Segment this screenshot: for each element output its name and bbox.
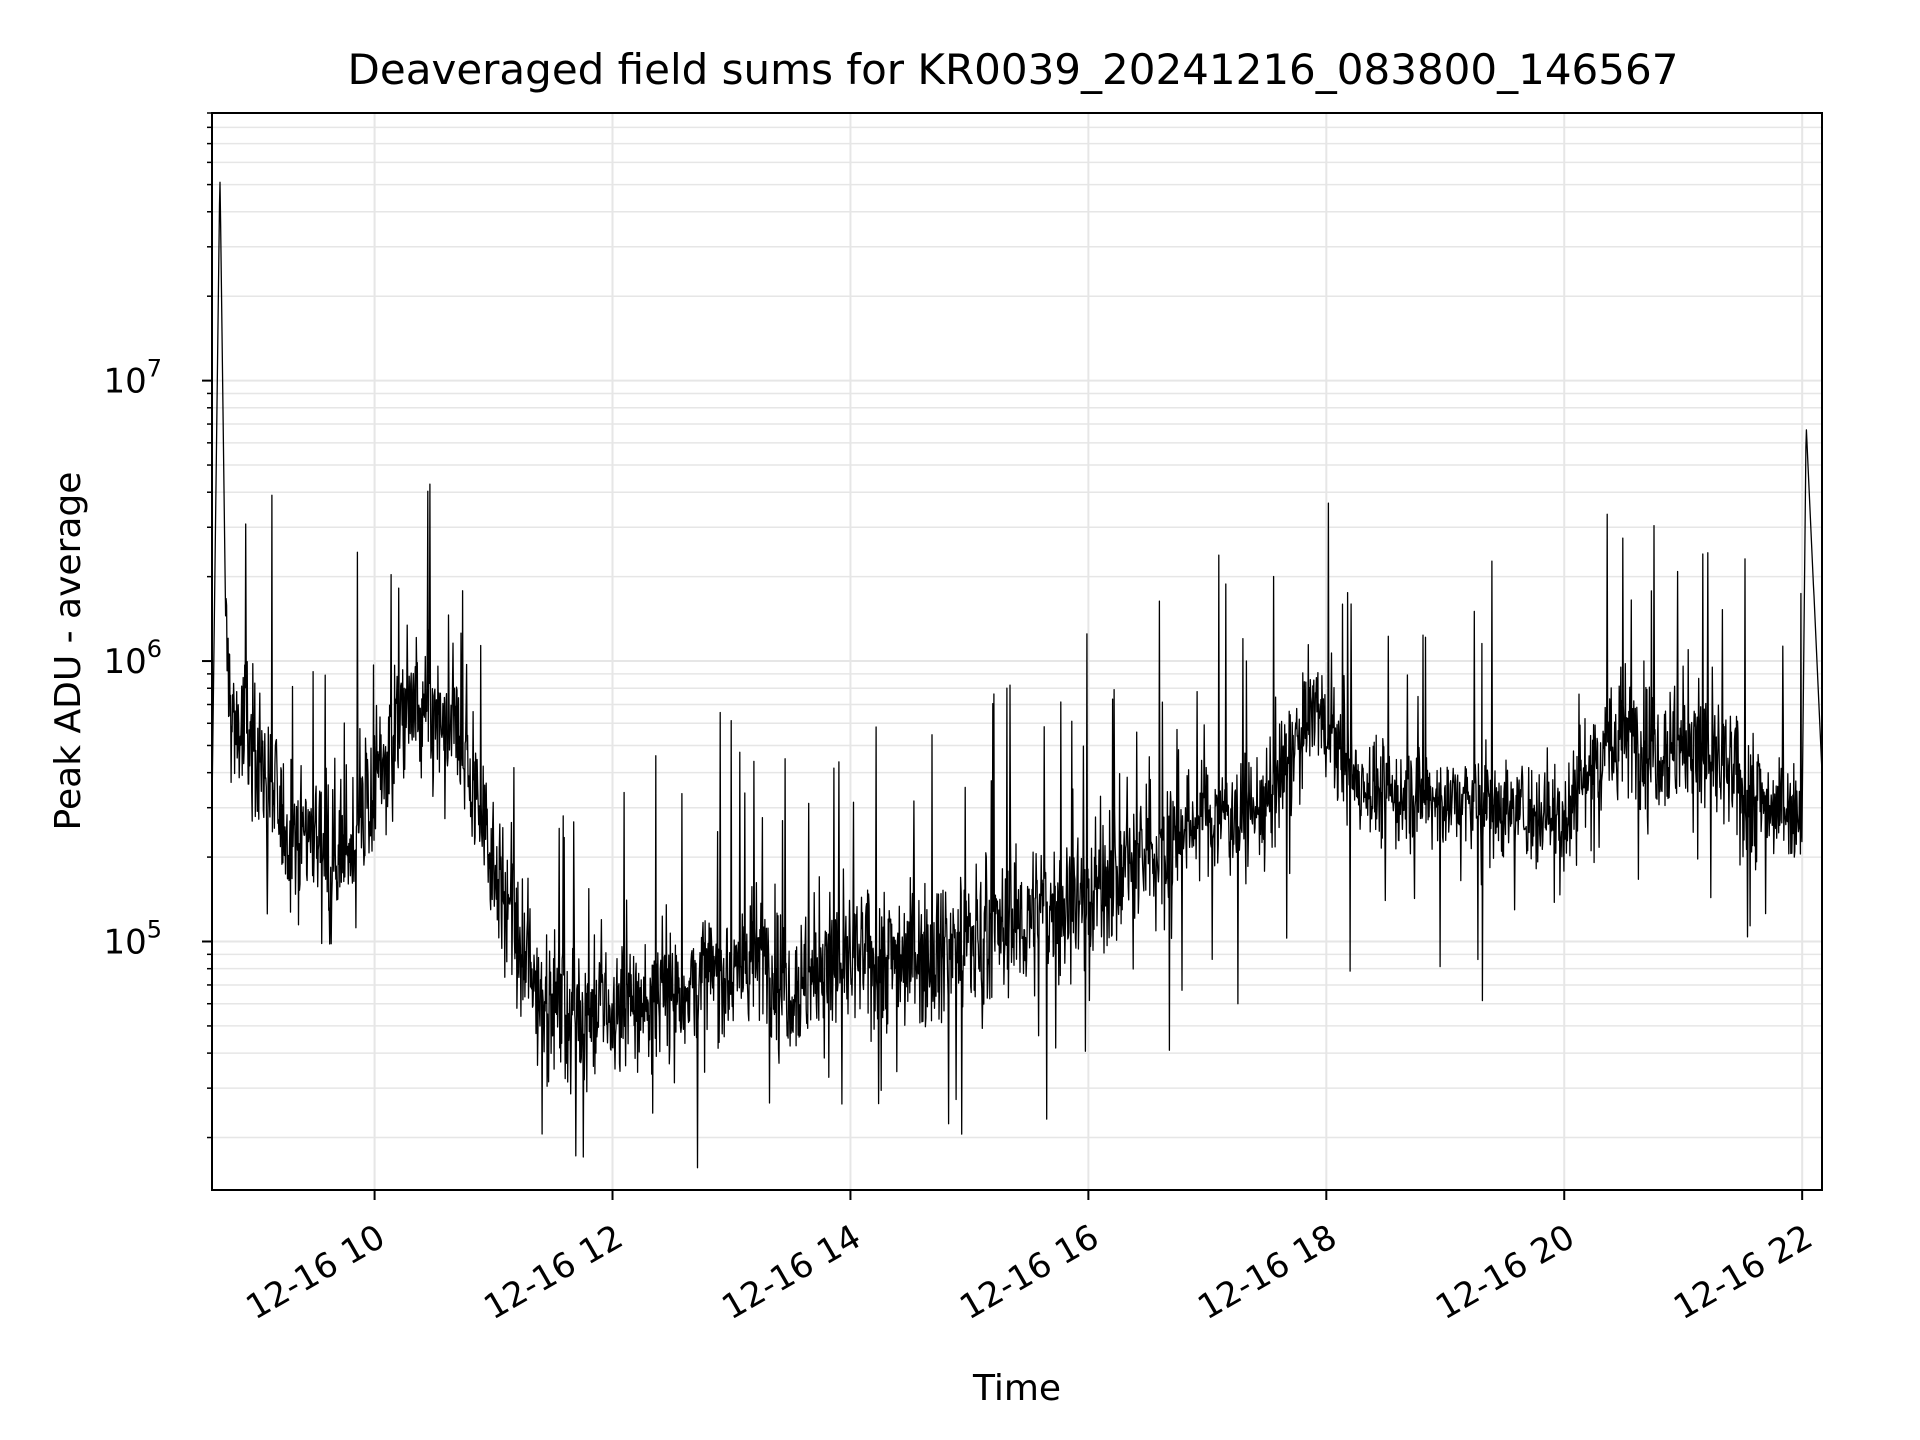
x-axis-label: Time [972, 1368, 1061, 1409]
y-tick-label: 106 [103, 635, 162, 682]
y-tick-exponent: 6 [147, 635, 162, 663]
axes-frame [211, 112, 1823, 1191]
series-line [211, 181, 1823, 1169]
y-tick-exponent: 5 [147, 916, 162, 944]
y-tick-base: 10 [103, 923, 146, 963]
y-tick-label: 107 [103, 355, 162, 402]
y-tick-base: 10 [103, 642, 146, 682]
chart-title: Deaveraged field sums for KR0039_2024121… [348, 45, 1679, 94]
y-axis-label: Peak ADU - average [48, 472, 89, 831]
y-tick-base: 10 [103, 362, 146, 402]
y-tick-label: 105 [103, 916, 162, 963]
y-tick-exponent: 7 [147, 355, 162, 383]
plot-area [211, 181, 1823, 1169]
